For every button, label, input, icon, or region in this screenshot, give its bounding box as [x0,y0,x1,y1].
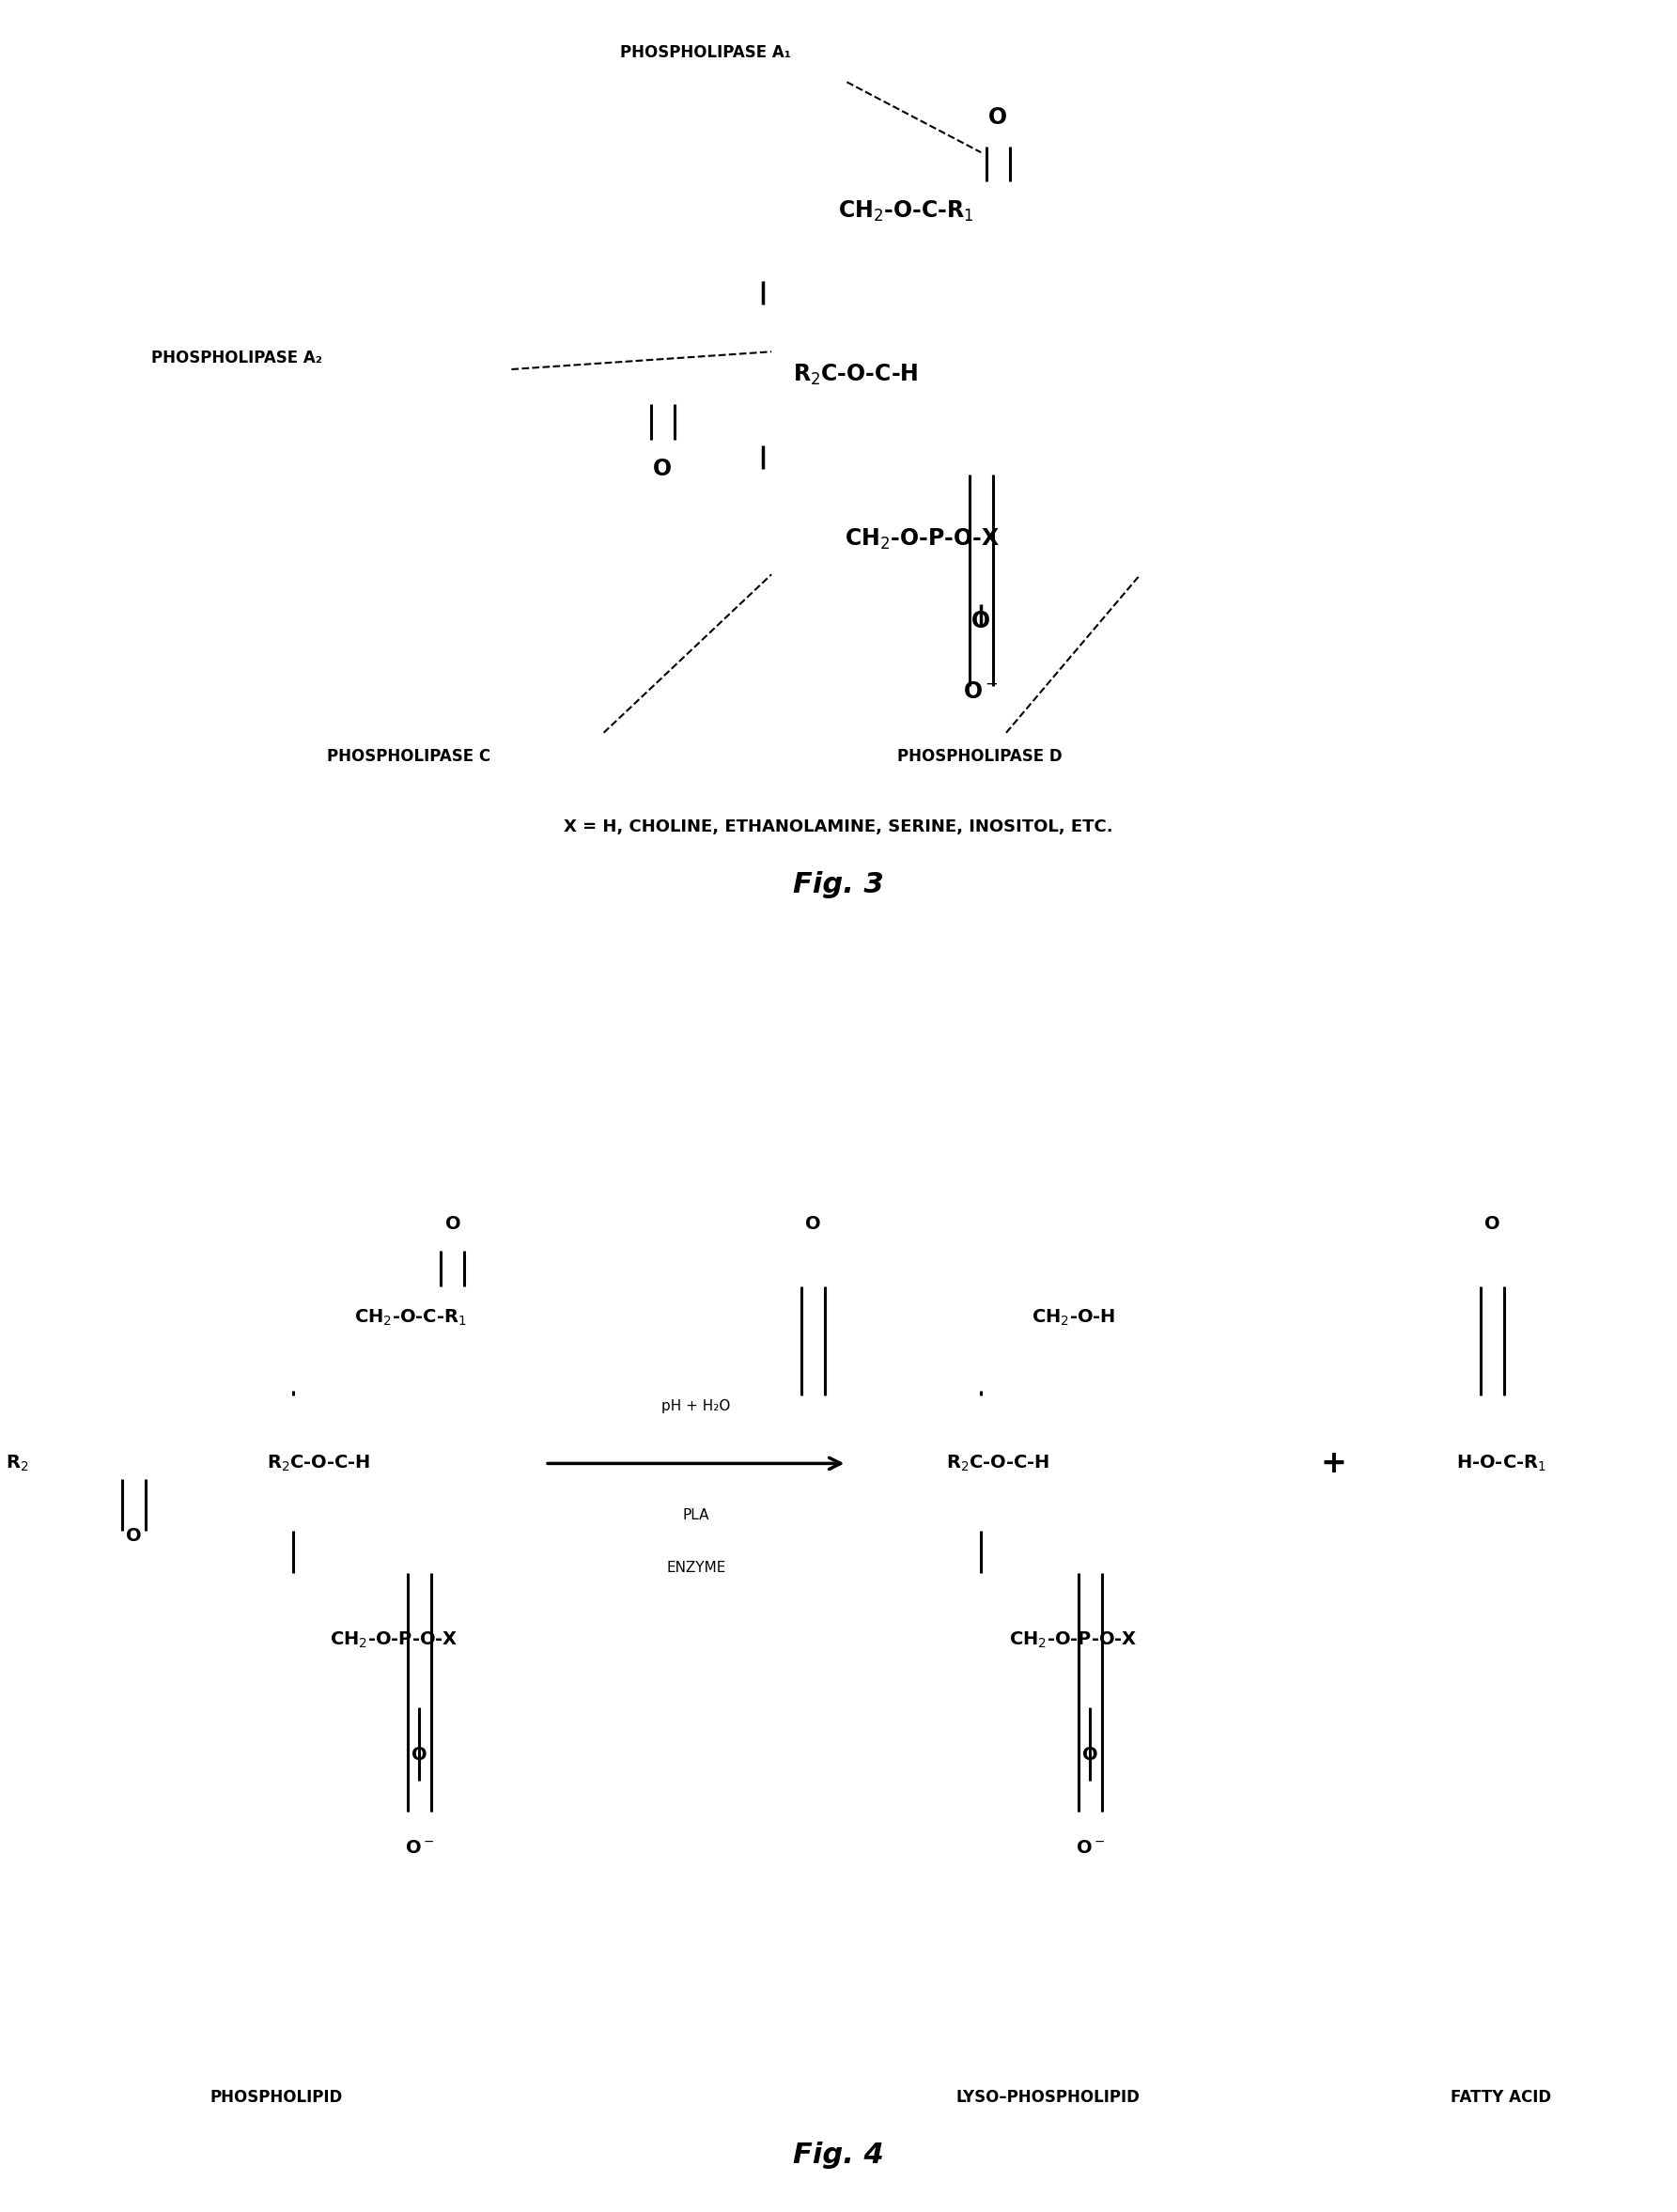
Text: O: O [971,611,991,633]
Text: H-O-C-R$_1$: H-O-C-R$_1$ [1456,1453,1546,1473]
Text: PHOSPHOLIPASE A₁: PHOSPHOLIPASE A₁ [620,44,792,62]
Text: CH$_2$-O-C-R$_1$: CH$_2$-O-C-R$_1$ [354,1307,468,1327]
Text: pH + H₂O: pH + H₂O [661,1400,731,1413]
Text: PHOSPHOLIPID: PHOSPHOLIPID [210,2088,344,2106]
Text: O$^-$: O$^-$ [963,681,999,703]
Text: Fig. 3: Fig. 3 [793,872,884,898]
Text: PLA: PLA [683,1509,709,1522]
Text: O: O [652,458,672,480]
Text: CH$_2$-O-C-R$_1$: CH$_2$-O-C-R$_1$ [837,199,974,223]
Text: O: O [126,1526,143,1546]
Text: O: O [1484,1214,1501,1234]
Text: PHOSPHOLIPASE C: PHOSPHOLIPASE C [327,748,491,765]
Text: O: O [1082,1745,1098,1763]
Text: O$^-$: O$^-$ [404,1838,434,1858]
Text: CH$_2$-O-H: CH$_2$-O-H [1031,1307,1115,1327]
Text: FATTY ACID: FATTY ACID [1451,2088,1551,2106]
Text: R$_2$: R$_2$ [5,1453,29,1473]
Text: CH$_2$-O-P-O-X: CH$_2$-O-P-O-X [845,526,999,551]
Text: Fig. 4: Fig. 4 [793,2141,884,2168]
Text: O: O [444,1214,461,1234]
Text: CH$_2$-O-P-O-X: CH$_2$-O-P-O-X [1010,1630,1137,1650]
Text: ENZYME: ENZYME [666,1559,726,1575]
Text: O$^-$: O$^-$ [1075,1838,1105,1858]
Text: X = H, CHOLINE, ETHANOLAMINE, SERINE, INOSITOL, ETC.: X = H, CHOLINE, ETHANOLAMINE, SERINE, IN… [563,818,1114,834]
Text: PHOSPHOLIPASE A₂: PHOSPHOLIPASE A₂ [151,349,322,365]
Text: PHOSPHOLIPASE D: PHOSPHOLIPASE D [897,748,1062,765]
Text: R$_2$C-O-C-H: R$_2$C-O-C-H [267,1453,371,1473]
Text: R$_2$C-O-C-H: R$_2$C-O-C-H [793,363,917,387]
Text: R$_2$C-O-C-H: R$_2$C-O-C-H [946,1453,1050,1473]
Text: LYSO–PHOSPHOLIPID: LYSO–PHOSPHOLIPID [956,2088,1140,2106]
Text: +: + [1320,1449,1347,1480]
Text: O: O [411,1745,428,1763]
Text: CH$_2$-O-P-O-X: CH$_2$-O-P-O-X [330,1630,458,1650]
Text: O: O [988,106,1008,128]
Text: O: O [805,1214,822,1234]
